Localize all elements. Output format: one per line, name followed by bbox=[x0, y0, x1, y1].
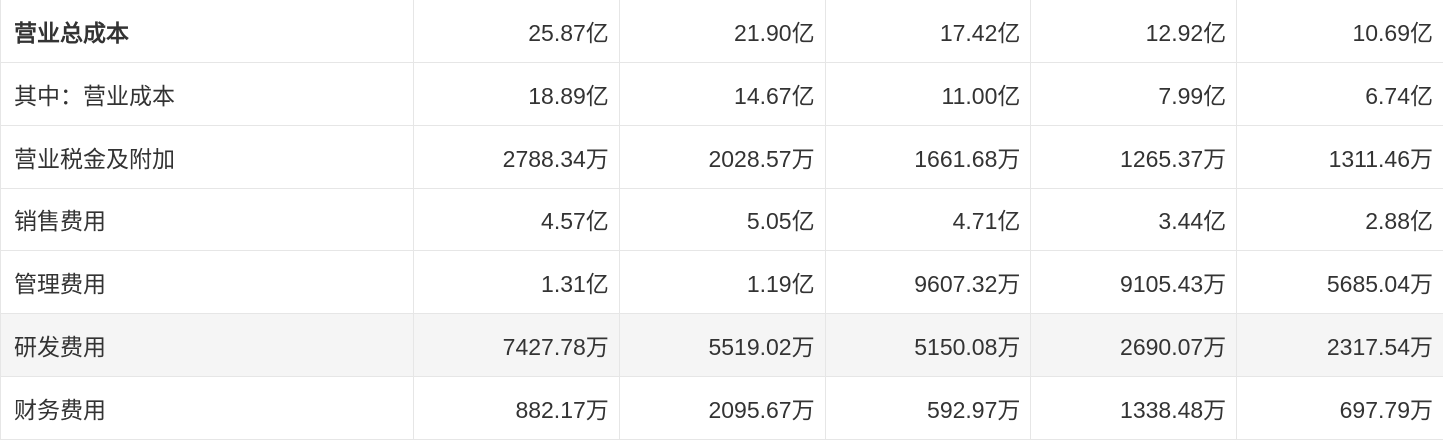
value-cell: 697.79万 bbox=[1339, 397, 1433, 424]
table-row[interactable]: 研发费用 7427.78万 5519.02万 5150.08万 2690.07万 2317… bbox=[1, 314, 1443, 378]
value-cell: 14.67亿 bbox=[620, 62, 826, 125]
value-cell: 10.69亿 bbox=[1352, 19, 1433, 46]
value-cell: 1.19亿 bbox=[620, 251, 826, 314]
value-cell: 1661.68万 bbox=[826, 125, 1032, 188]
row-label: 销售费用 bbox=[1, 188, 414, 251]
value-cell: 2028.57万 bbox=[620, 125, 826, 188]
value-cell: 5.05亿 bbox=[620, 188, 826, 251]
value-cell: 1.31亿 bbox=[414, 251, 620, 314]
table-row[interactable]: 营业税金及附加 2788.34万 2028.57万 1661.68万 1265.37万 1… bbox=[1, 125, 1443, 189]
value-cell: 7.99亿 bbox=[1031, 62, 1238, 125]
value-cell: 5519.02万 bbox=[620, 314, 826, 377]
value-cell: 5150.08万 bbox=[826, 314, 1032, 377]
value-cell: 1338.48万 bbox=[1031, 377, 1238, 439]
value-cell: 1311.46万 bbox=[1328, 145, 1433, 172]
row-label: 营业税金及附加 bbox=[1, 125, 414, 188]
table-row[interactable]: 财务费用 882.17万 2095.67万 592.97万 1338.48万 697.79… bbox=[1, 377, 1443, 440]
value-cell: 7427.78万 bbox=[414, 314, 620, 377]
value-cell: 1265.37万 bbox=[1031, 125, 1238, 188]
value-cell: 2317.54万 bbox=[1326, 334, 1433, 361]
row-label: 财务费用 bbox=[1, 377, 414, 439]
table-row[interactable]: 销售费用 4.57亿 5.05亿 4.71亿 3.44亿 2.88亿 bbox=[1, 188, 1443, 252]
value-cell: 5685.04万 bbox=[1326, 271, 1433, 298]
value-cell: 2.88亿 bbox=[1365, 208, 1433, 235]
value-cell: 2095.67万 bbox=[620, 377, 826, 439]
value-cell: 592.97万 bbox=[826, 377, 1032, 439]
value-cell: 6.74亿 bbox=[1365, 82, 1433, 109]
value-cell: 12.92亿 bbox=[1031, 0, 1238, 62]
value-cell: 882.17万 bbox=[414, 377, 620, 439]
value-cell: 3.44亿 bbox=[1031, 188, 1238, 251]
value-cell: 2690.07万 bbox=[1031, 314, 1238, 377]
table-row[interactable]: 营业总成本 25.87亿 21.90亿 17.42亿 12.92亿 10.69亿 bbox=[1, 0, 1443, 63]
row-label: 研发费用 bbox=[1, 314, 414, 377]
value-cell: 21.90亿 bbox=[620, 0, 826, 62]
value-cell: 18.89亿 bbox=[414, 62, 620, 125]
table-row[interactable]: 其中：营业成本 18.89亿 14.67亿 11.00亿 7.99亿 6.74亿 bbox=[1, 62, 1443, 126]
row-label: 营业总成本 bbox=[1, 0, 414, 62]
value-cell: 17.42亿 bbox=[826, 0, 1032, 62]
value-cell: 4.57亿 bbox=[414, 188, 620, 251]
value-cell: 11.00亿 bbox=[826, 62, 1032, 125]
value-cell: 25.87亿 bbox=[414, 0, 620, 62]
table-row[interactable]: 管理费用 1.31亿 1.19亿 9607.32万 9105.43万 5685.04万 bbox=[1, 251, 1443, 315]
value-cell: 4.71亿 bbox=[826, 188, 1032, 251]
row-label: 其中：营业成本 bbox=[1, 62, 414, 125]
value-cell: 9607.32万 bbox=[826, 251, 1032, 314]
value-cell: 9105.43万 bbox=[1031, 251, 1238, 314]
value-cell: 2788.34万 bbox=[414, 125, 620, 188]
row-label: 管理费用 bbox=[1, 251, 414, 314]
